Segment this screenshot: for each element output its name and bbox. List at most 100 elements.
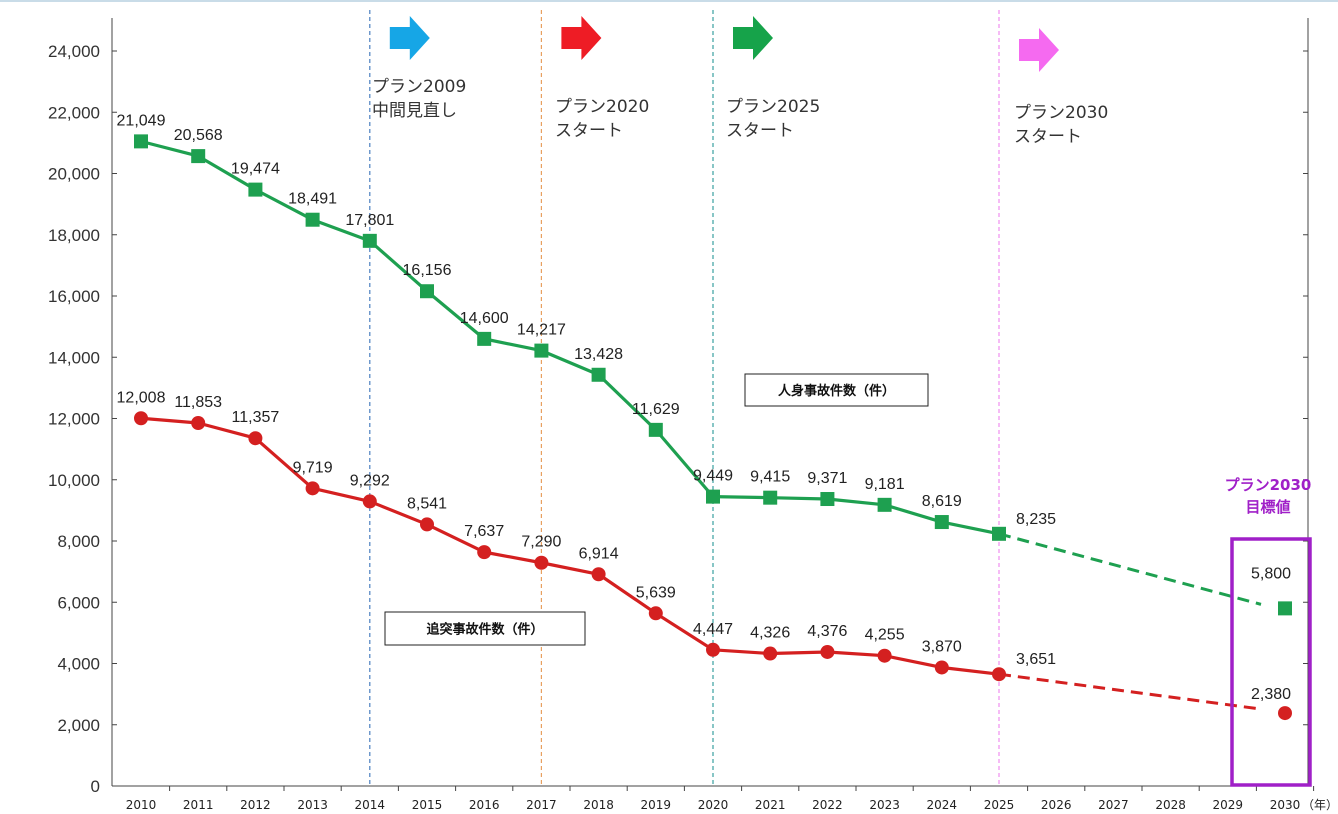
plan-label: プラン2020 bbox=[555, 97, 649, 117]
x-tick-label: 2016 bbox=[469, 798, 500, 812]
y-tick-label: 2,000 bbox=[57, 716, 100, 735]
target-highlight-box bbox=[1230, 537, 1312, 787]
data-label: 20,568 bbox=[174, 127, 223, 144]
y-tick-label: 18,000 bbox=[48, 226, 100, 245]
x-tick-label: 2010 bbox=[126, 798, 157, 812]
series-line bbox=[140, 416, 1000, 676]
x-tick-label: 2029 bbox=[1213, 798, 1244, 812]
data-label: 8,541 bbox=[407, 495, 447, 512]
x-unit-label: （年） bbox=[1302, 798, 1338, 812]
data-point bbox=[763, 646, 778, 661]
data-point bbox=[706, 489, 720, 504]
series bbox=[134, 134, 1292, 721]
data-point bbox=[191, 416, 206, 431]
y-tick-label: 4,000 bbox=[57, 655, 100, 674]
target-value-label: 2,380 bbox=[1251, 686, 1291, 703]
data-label: 9,719 bbox=[293, 459, 333, 476]
plan-arrow-icon bbox=[1019, 28, 1059, 72]
data-label: 21,049 bbox=[117, 112, 166, 129]
x-tick-label: 2022 bbox=[812, 798, 843, 812]
y-tick-label: 6,000 bbox=[57, 593, 100, 612]
series-name-label: 人身事故件数（件） bbox=[778, 383, 895, 399]
data-label: 7,637 bbox=[464, 523, 504, 540]
series-line bbox=[140, 139, 1000, 536]
data-point bbox=[1278, 706, 1292, 721]
data-label: 4,326 bbox=[750, 625, 790, 642]
data-point bbox=[763, 490, 778, 505]
data-point bbox=[934, 515, 949, 530]
data-label: 5,639 bbox=[636, 584, 676, 601]
data-point bbox=[248, 431, 263, 446]
plan-label: 中間見直し bbox=[372, 101, 457, 121]
data-label: 11,853 bbox=[174, 394, 222, 411]
data-point bbox=[305, 212, 320, 227]
data-label: 12,008 bbox=[117, 389, 166, 406]
data-label: 14,600 bbox=[460, 310, 509, 327]
data-label: 9,415 bbox=[750, 469, 790, 486]
plan-label: プラン2030 bbox=[1014, 103, 1108, 123]
x-tick-label: 2018 bbox=[583, 798, 614, 812]
data-label: 7,290 bbox=[521, 534, 561, 551]
y-tick-label: 8,000 bbox=[57, 532, 100, 551]
x-tick-label: 2021 bbox=[755, 798, 786, 812]
x-tick-label: 2015 bbox=[412, 798, 443, 812]
plan-label: スタート bbox=[555, 121, 623, 141]
x-tick-label: 2028 bbox=[1155, 798, 1186, 812]
x-tick-label: 2024 bbox=[927, 798, 958, 812]
data-label: 17,801 bbox=[345, 212, 394, 229]
data-point bbox=[477, 545, 492, 560]
data-label: 6,914 bbox=[579, 545, 619, 562]
series-projection-line bbox=[998, 672, 1262, 711]
data-point bbox=[706, 642, 720, 657]
data-point bbox=[534, 343, 549, 358]
data-label: 11,357 bbox=[232, 409, 280, 426]
y-tick-label: 22,000 bbox=[48, 103, 100, 122]
data-point bbox=[1278, 601, 1292, 616]
data-point bbox=[820, 644, 835, 659]
plan-markers: プラン2009 中間見直し プラン2020 スタート プラン2025 スタート プラン203… bbox=[369, 10, 1108, 786]
data-point bbox=[591, 567, 606, 582]
target-title: 目標値 bbox=[1245, 498, 1290, 516]
x-tick-label: 2027 bbox=[1098, 798, 1129, 812]
x-tick-label: 2020 bbox=[698, 798, 729, 812]
y-tick-label: 12,000 bbox=[48, 410, 100, 429]
data-point bbox=[877, 648, 892, 663]
x-tick-label: 2019 bbox=[641, 798, 672, 812]
data-label: 13,428 bbox=[574, 346, 623, 363]
x-tick-label: 2030 bbox=[1270, 798, 1301, 812]
target-box: プラン2030 目標値 bbox=[1225, 476, 1312, 787]
x-tick-label: 2023 bbox=[869, 798, 900, 812]
plan-arrow-icon bbox=[561, 16, 602, 60]
data-label: 9,371 bbox=[807, 470, 847, 487]
data-point bbox=[648, 422, 663, 437]
x-tick-label: 2025 bbox=[984, 798, 1015, 812]
data-label: 8,235 bbox=[1016, 511, 1056, 528]
data-label: 4,376 bbox=[807, 623, 847, 640]
target-title: プラン2030 bbox=[1225, 476, 1312, 494]
series-name-box bbox=[744, 373, 929, 407]
plan-label: スタート bbox=[726, 121, 794, 141]
data-label: 8,619 bbox=[922, 493, 962, 510]
x-tick-label: 2013 bbox=[297, 798, 328, 812]
data-label: 9,449 bbox=[693, 468, 733, 485]
x-tick-label: 2012 bbox=[240, 798, 271, 812]
data-point bbox=[362, 233, 377, 248]
data-point bbox=[534, 555, 549, 570]
data-point bbox=[591, 367, 606, 382]
plan-arrow-icon bbox=[389, 16, 430, 60]
series-labels: 人身事故件数（件） 追突事故件数（件） bbox=[384, 373, 929, 646]
data-label: 3,870 bbox=[922, 638, 962, 655]
data-point bbox=[248, 182, 263, 197]
data-label: 18,491 bbox=[288, 191, 337, 208]
y-tick-label: 10,000 bbox=[48, 471, 100, 490]
data-point bbox=[820, 492, 835, 507]
data-label: 11,629 bbox=[632, 401, 680, 418]
x-tick-label: 2011 bbox=[183, 798, 214, 812]
data-point bbox=[477, 331, 492, 346]
data-label: 16,156 bbox=[403, 262, 452, 279]
data-point bbox=[992, 667, 1006, 682]
data-point bbox=[992, 526, 1006, 541]
data-point bbox=[362, 494, 377, 509]
data-point bbox=[134, 411, 148, 426]
